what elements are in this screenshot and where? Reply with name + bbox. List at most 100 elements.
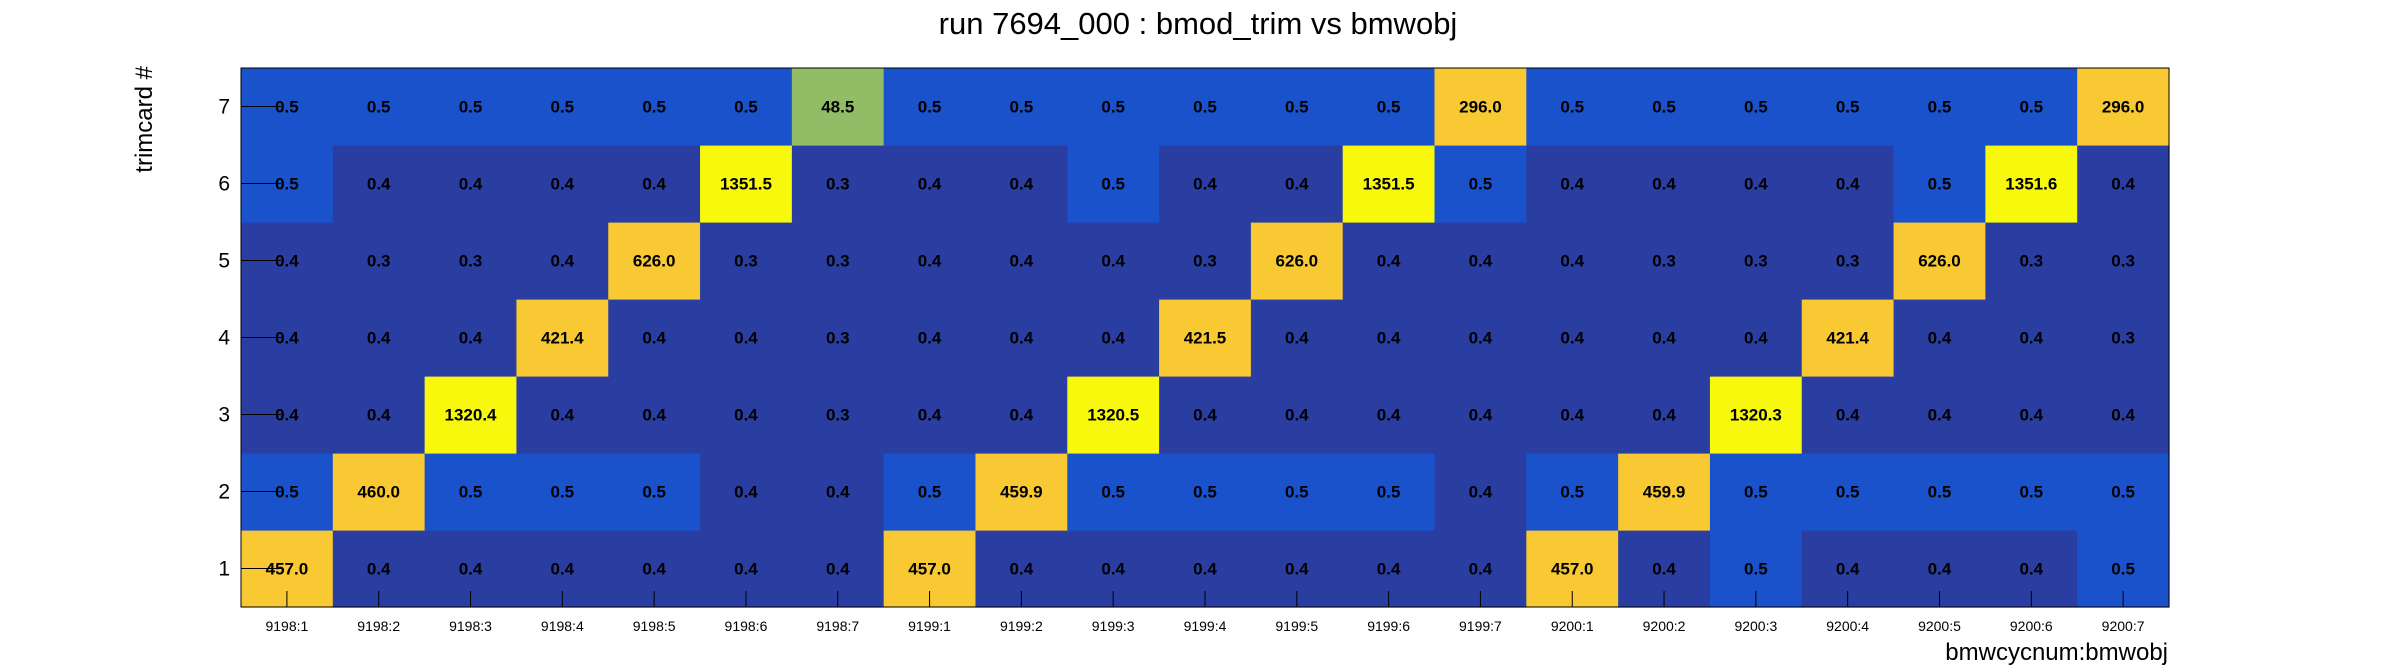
cell-value-label: 0.4	[734, 329, 758, 348]
heatmap-cell	[1709, 299, 1803, 377]
cell-value-label: 0.4	[1101, 560, 1125, 579]
cell-value-label: 0.4	[2019, 329, 2043, 348]
cell-value-label: 0.4	[1744, 175, 1768, 194]
cell-value-label: 0.4	[2019, 560, 2043, 579]
heatmap-cell	[791, 453, 885, 531]
heatmap-cell	[1342, 453, 1436, 531]
heatmap-cell	[424, 222, 518, 300]
cell-value-label: 457.0	[266, 560, 309, 579]
cell-value-label: 0.4	[459, 175, 483, 194]
heatmap-cell	[2077, 376, 2170, 454]
heatmap-cell	[1526, 68, 1619, 146]
cell-value-label: 0.4	[1285, 329, 1309, 348]
heatmap-cell	[1618, 68, 1711, 146]
cell-value-label: 0.4	[1836, 175, 1860, 194]
cell-value-label: 0.4	[1285, 560, 1309, 579]
cell-value-label: 0.5	[1193, 483, 1217, 502]
x-tick-label: 9198:6	[725, 618, 768, 634]
cell-value-label: 0.3	[826, 252, 850, 271]
y-tick-label: 2	[218, 481, 230, 504]
cell-value-label: 459.9	[1643, 483, 1686, 502]
heatmap-cell	[1801, 68, 1895, 146]
heatmap-cell	[1342, 222, 1436, 300]
heatmap-cell	[516, 68, 609, 146]
cell-value-label: 296.0	[2102, 98, 2145, 117]
heatmap-cell	[1250, 68, 1344, 146]
heatmap-cell	[608, 222, 701, 300]
heatmap-cell	[1434, 453, 1527, 531]
cell-value-label: 0.5	[1560, 483, 1584, 502]
cell-value-label: 421.4	[1826, 329, 1869, 348]
heatmap-cell	[975, 145, 1068, 223]
heatmap-cell	[2077, 453, 2170, 531]
heatmap-cell	[1526, 453, 1619, 531]
cell-value-label: 0.4	[826, 560, 850, 579]
cell-value-label: 0.5	[918, 483, 942, 502]
heatmap-cell	[1618, 145, 1711, 223]
heatmap-cell	[791, 376, 885, 454]
heatmap-cell	[2077, 299, 2170, 377]
heatmap-cell	[1159, 299, 1252, 377]
cell-value-label: 0.4	[1010, 252, 1034, 271]
heatmap-cell	[424, 145, 518, 223]
heatmap-cell	[608, 453, 701, 531]
cell-value-label: 0.4	[1010, 406, 1034, 425]
cell-value-label: 0.4	[826, 483, 850, 502]
cell-value-label: 0.5	[551, 483, 575, 502]
heatmap-cell	[1526, 376, 1619, 454]
cell-value-label: 0.3	[826, 406, 850, 425]
heatmap-cell	[1526, 145, 1619, 223]
x-tick-label: 9199:4	[1184, 618, 1227, 634]
cell-value-label: 0.3	[1193, 252, 1217, 271]
x-tick-label: 9199:5	[1275, 618, 1318, 634]
cell-value-label: 1320.4	[445, 406, 498, 425]
cell-value-label: 0.4	[2111, 406, 2135, 425]
heatmap-cell	[1159, 68, 1252, 146]
x-tick-label: 9199:2	[1000, 618, 1043, 634]
cell-value-label: 0.4	[1928, 560, 1952, 579]
heatmap-cell	[1159, 453, 1252, 531]
x-tick-label: 9200:1	[1551, 618, 1594, 634]
chart-title: run 7694_000 : bmod_trim vs bmwobj	[939, 6, 1458, 41]
heatmap-cell	[424, 453, 518, 531]
heatmap-cell	[1801, 376, 1895, 454]
heatmap-cell	[1067, 376, 1160, 454]
cell-value-label: 0.5	[918, 98, 942, 117]
heatmap-cell	[700, 299, 793, 377]
cell-value-label: 1320.5	[1087, 406, 1139, 425]
cell-value-label: 0.4	[734, 406, 758, 425]
heatmap-cell	[1067, 145, 1160, 223]
heatmap-cell	[608, 299, 701, 377]
cell-value-label: 0.4	[1469, 483, 1493, 502]
heatmap-cell	[608, 68, 701, 146]
cell-value-label: 0.3	[1744, 252, 1768, 271]
cell-value-label: 1351.5	[720, 175, 772, 194]
heatmap-cell	[1709, 453, 1803, 531]
x-tick-label: 9200:2	[1643, 618, 1686, 634]
heatmap-cell	[516, 222, 609, 300]
cell-value-label: 0.5	[642, 98, 666, 117]
heatmap-cell	[883, 299, 977, 377]
heatmap-cell	[2077, 222, 2170, 300]
heatmap-cell	[516, 299, 609, 377]
cell-value-label: 626.0	[1276, 252, 1319, 271]
cell-value-label: 0.4	[1377, 252, 1401, 271]
cell-value-label: 0.5	[2019, 98, 2043, 117]
cell-value-label: 0.4	[734, 483, 758, 502]
heatmap-cell	[975, 299, 1068, 377]
y-axis-ticks: 1 2 3 4 5 6 7	[218, 96, 281, 581]
cell-value-label: 0.4	[2111, 175, 2135, 194]
cell-value-label: 0.4	[1101, 252, 1125, 271]
cell-value-label: 0.3	[2111, 329, 2135, 348]
cell-value-label: 0.4	[551, 252, 575, 271]
x-tick-label: 9199:6	[1367, 618, 1410, 634]
x-tick-label: 9199:1	[908, 618, 951, 634]
heatmap-cell	[1067, 453, 1160, 531]
heatmap-cell	[1801, 222, 1895, 300]
heatmap-cell	[1709, 145, 1803, 223]
heatmap-cell	[791, 145, 885, 223]
cell-value-label: 0.5	[1744, 98, 1768, 117]
cell-value-label: 0.3	[1652, 252, 1676, 271]
cell-value-label: 0.5	[1010, 98, 1034, 117]
heatmap-cell	[1801, 299, 1895, 377]
